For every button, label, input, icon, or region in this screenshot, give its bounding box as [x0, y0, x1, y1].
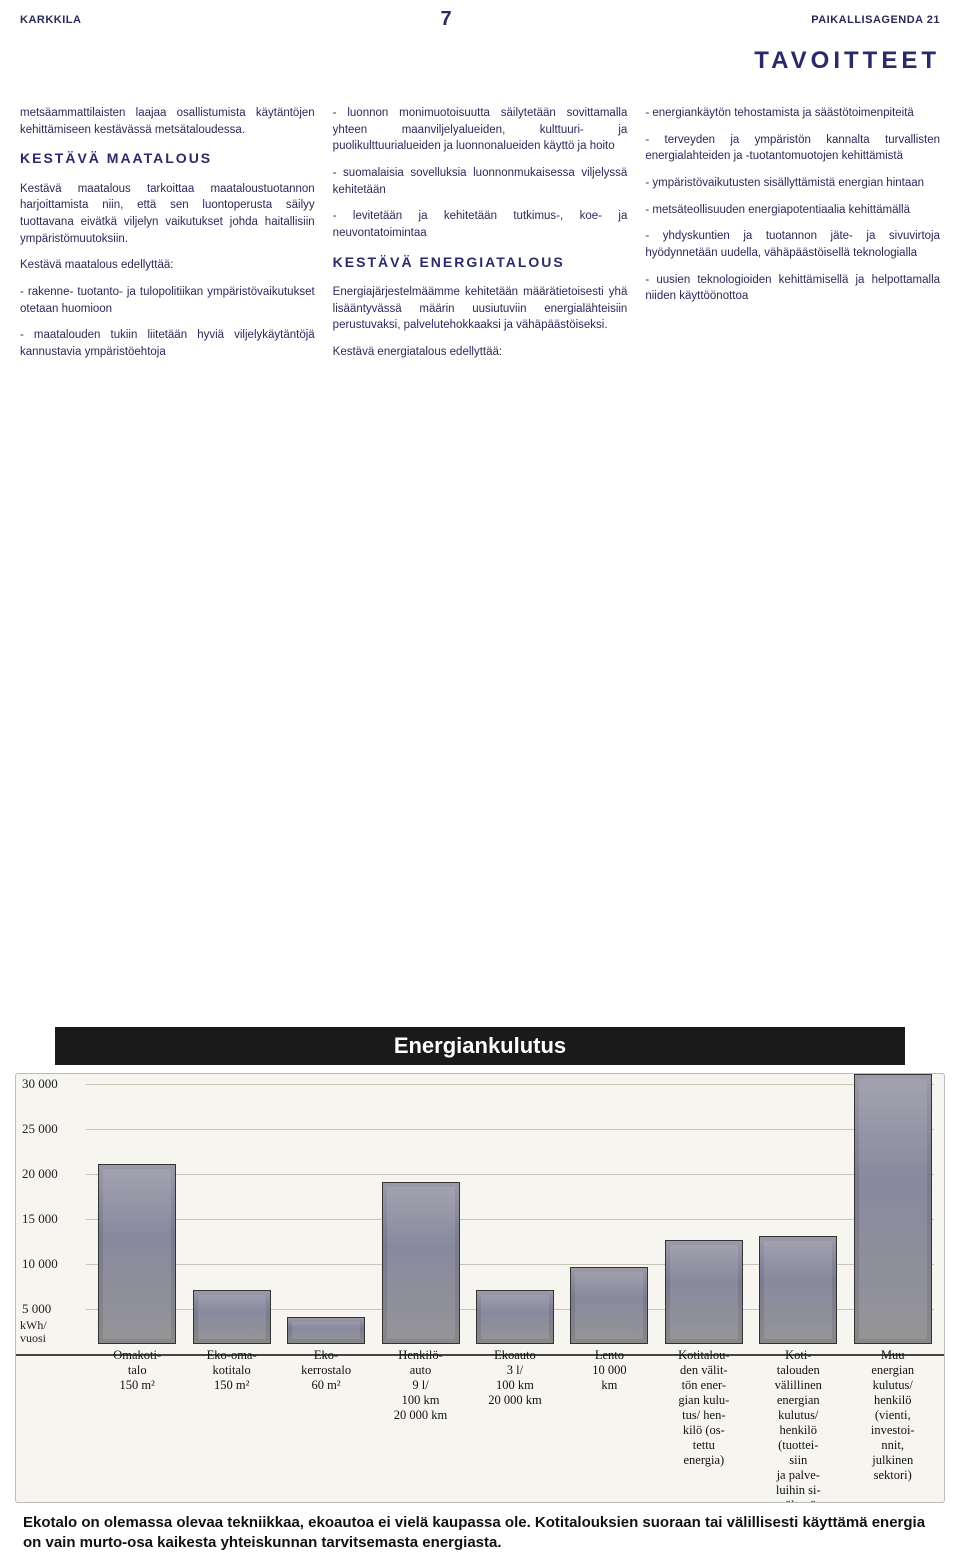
chart-bar: [665, 1240, 743, 1344]
chart-bar-label: Ekoauto 3 l/ 100 km 20 000 km: [488, 1344, 541, 1494]
chart-bar-label: Lento 10 000 km: [592, 1344, 626, 1494]
header-right: PAIKALLISAGENDA 21: [811, 14, 940, 26]
chart-bar: [98, 1164, 176, 1344]
chart-bar: [759, 1236, 837, 1344]
col2-p2: - suomalaisia sovelluksia luonnonmukaise…: [333, 165, 628, 198]
chart-bar: [570, 1267, 648, 1344]
chart-ytick-label: 15 000: [22, 1211, 58, 1227]
chart-bar-slot: Henkilö- auto 9 l/ 100 km 20 000 km: [377, 1074, 463, 1494]
chart-container: Energiankulutus 30 000 25 000 20 000 15 000…: [0, 1027, 960, 1568]
text-columns: metsäammattilaisten laajaa osallistumist…: [0, 105, 960, 371]
col1-p5: - maatalouden tukiin liitetään hyviä vil…: [20, 327, 315, 360]
col3-p2: - terveyden ja ympäristön kannalta turva…: [645, 132, 940, 165]
chart-ytick-label: 10 000: [22, 1256, 58, 1272]
col1-p1: metsäammattilaisten laajaa osallistumist…: [20, 105, 315, 138]
col2-heading: KESTÄVÄ ENERGIATALOUS: [333, 252, 628, 272]
col2-p4: Energiajärjestelmäämme kehitetään määrät…: [333, 284, 628, 334]
chart-bar-slot: Omakoti- talo 150 m²: [94, 1074, 180, 1494]
chart-bar-label: Koti- talouden välillinen energian kulut…: [775, 1344, 822, 1494]
col1-p3: Kestävä maatalous edellyttää:: [20, 257, 315, 274]
chart-y-unit: kWh/ vuosi: [20, 1319, 47, 1345]
page-number: 7: [441, 8, 453, 31]
chart-bar-label: Omakoti- talo 150 m²: [113, 1344, 161, 1494]
chart-bar-slot: Eko- kerrostalo 60 m²: [283, 1074, 369, 1494]
chart-ytick-label: 5 000: [22, 1301, 51, 1317]
chart-bar-slot: Lento 10 000 km: [566, 1074, 652, 1494]
page-title: TAVOITTEET: [0, 37, 960, 105]
chart-bar-slot: Eko-oma- kotitalo 150 m²: [188, 1074, 274, 1494]
chart-ytick-label: 20 000: [22, 1166, 58, 1182]
col3-p6: - uusien teknologioiden kehittämisellä j…: [645, 272, 940, 305]
col1-heading: KESTÄVÄ MAATALOUS: [20, 148, 315, 168]
chart-caption: Ekotalo on olemassa olevaa tekniikkaa, e…: [15, 1503, 945, 1554]
chart-bar-slot: Muu energian kulutus/ henkilö (vienti, i…: [850, 1074, 936, 1494]
chart-bar-label: Eko-oma- kotitalo 150 m²: [207, 1344, 257, 1494]
chart-area: 30 000 25 000 20 000 15 000 10 000 5 000 kWh/ …: [15, 1073, 945, 1503]
chart-bar: [854, 1074, 932, 1344]
chart-bar: [193, 1290, 271, 1344]
chart-bar-slot: Ekoauto 3 l/ 100 km 20 000 km: [472, 1074, 558, 1494]
chart-bar: [382, 1182, 460, 1344]
col2-p5: Kestävä energiatalous edellyttää:: [333, 344, 628, 361]
col3-p4: - metsäteollisuuden energiapotentiaalia …: [645, 202, 940, 219]
col2-p3: - levitetään ja kehitetään tutkimus-, ko…: [333, 208, 628, 241]
col3-p5: - yhdyskuntien ja tuotannon jäte- ja siv…: [645, 228, 940, 261]
col3-p3: - ympäristövaikutusten sisällyttämistä e…: [645, 175, 940, 192]
chart-bar-label: Kotitalou- den välit- tön ener- gian kul…: [678, 1344, 729, 1494]
col2-p1: - luonnon monimuotoisuutta säilytetään s…: [333, 105, 628, 155]
chart-bar-label: Muu energian kulutus/ henkilö (vienti, i…: [871, 1344, 915, 1494]
col1-p2: Kestävä maatalous tarkoittaa maataloustu…: [20, 181, 315, 248]
chart-bars: Omakoti- talo 150 m² Eko-oma- kotitalo 15…: [94, 1074, 936, 1494]
chart-bar-slot: Kotitalou- den välit- tön ener- gian kul…: [661, 1074, 747, 1494]
chart-bar: [476, 1290, 554, 1344]
chart-ytick-label: 30 000: [22, 1076, 58, 1092]
column-3: - energiankäytön tehostamista ja säästöt…: [645, 105, 940, 371]
page-header: KARKKILA 7 PAIKALLISAGENDA 21: [0, 0, 960, 37]
header-left: KARKKILA: [20, 14, 81, 26]
chart-bar-label: Eko- kerrostalo 60 m²: [301, 1344, 351, 1494]
column-1: metsäammattilaisten laajaa osallistumist…: [20, 105, 315, 371]
chart-bar-slot: Koti- talouden välillinen energian kulut…: [755, 1074, 841, 1494]
col3-p1: - energiankäytön tehostamista ja säästöt…: [645, 105, 940, 122]
column-2: - luonnon monimuotoisuutta säilytetään s…: [333, 105, 628, 371]
chart-title: Energiankulutus: [55, 1027, 905, 1065]
chart-ytick-label: 25 000: [22, 1121, 58, 1137]
chart-bar: [287, 1317, 365, 1344]
col1-p4: - rakenne- tuotanto- ja tulopolitiikan y…: [20, 284, 315, 317]
chart-bar-label: Henkilö- auto 9 l/ 100 km 20 000 km: [394, 1344, 447, 1494]
